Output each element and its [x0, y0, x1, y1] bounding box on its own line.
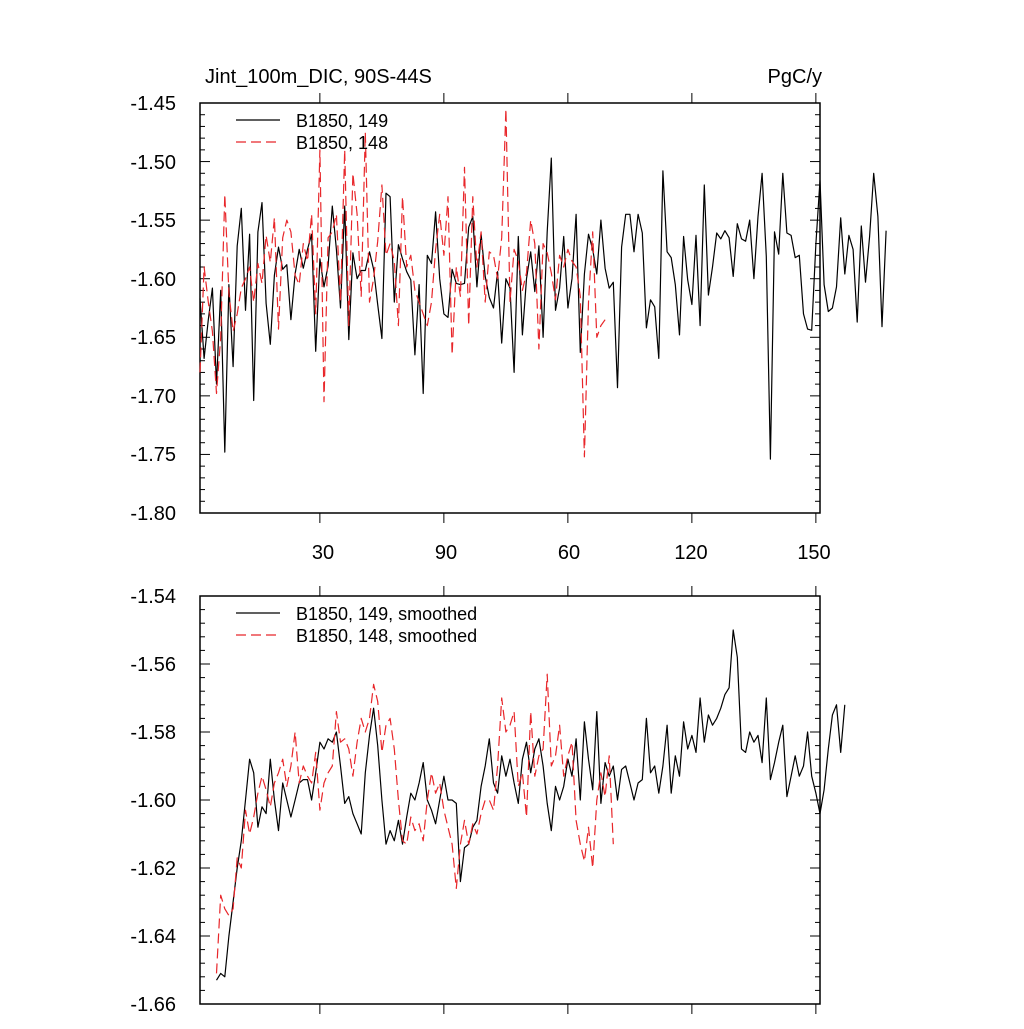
series-group [215, 629, 846, 981]
panel-top: Jint_100m_DIC, 90S-44S PgC/y -1.45 -1.50… [130, 66, 887, 564]
y-tick-label: -1.66 [130, 994, 176, 1016]
x-tick-label: 60 [558, 542, 580, 564]
y-tick-label: -1.70 [130, 386, 176, 408]
y-tick-label: -1.45 [130, 93, 176, 115]
legend-label: B1850, 149, smoothed [296, 604, 477, 624]
chart-title: Jint_100m_DIC, 90S-44S [205, 66, 432, 88]
axis-ticks [200, 586, 820, 1014]
legend-label: B1850, 148 [296, 133, 388, 153]
y-tick-label: -1.55 [130, 210, 176, 232]
plot-frame [199, 102, 821, 514]
series-line-148 [199, 108, 606, 458]
y-tick-label: -1.80 [130, 503, 176, 525]
series-group [199, 108, 887, 460]
y-tick-label: -1.75 [130, 444, 176, 466]
panel-bottom: -1.54 -1.56 -1.58 -1.60 -1.62 -1.64 -1.6… [130, 586, 846, 1016]
legend-label: B1850, 148, smoothed [296, 626, 477, 646]
axis-ticks [200, 93, 820, 523]
x-tick-labels: 30 60 150 90 120 [312, 542, 831, 564]
y-tick-label: -1.58 [130, 722, 176, 744]
y-tick-label: -1.50 [130, 152, 176, 174]
y-tick-label: -1.56 [130, 654, 176, 676]
legend: B1850, 149, smoothed B1850, 148, smoothe… [236, 604, 477, 646]
y-tick-labels: -1.45 -1.50 -1.55 -1.60 -1.65 -1.70 -1.7… [130, 93, 176, 525]
y-tick-label: -1.54 [130, 586, 176, 608]
series-line-149 [199, 157, 887, 460]
x-tick-label: 150 [797, 542, 830, 564]
legend-label: B1850, 149 [296, 111, 388, 131]
legend: B1850, 149 B1850, 148 [236, 111, 388, 153]
units-label: PgC/y [768, 66, 822, 88]
y-tick-label: -1.64 [130, 926, 176, 948]
y-tick-label: -1.65 [130, 327, 176, 349]
plot-frame [199, 595, 821, 1005]
y-tick-label: -1.60 [130, 269, 176, 291]
series-line-148 [215, 673, 614, 974]
x-tick-label: 120 [674, 542, 707, 564]
x-tick-label: 30 [312, 542, 334, 564]
series-line-149 [215, 629, 846, 981]
y-tick-labels: -1.54 -1.56 -1.58 -1.60 -1.62 -1.64 -1.6… [130, 586, 176, 1016]
x-tick-label: 90 [435, 542, 457, 564]
y-tick-label: -1.60 [130, 790, 176, 812]
y-tick-label: -1.62 [130, 858, 176, 880]
